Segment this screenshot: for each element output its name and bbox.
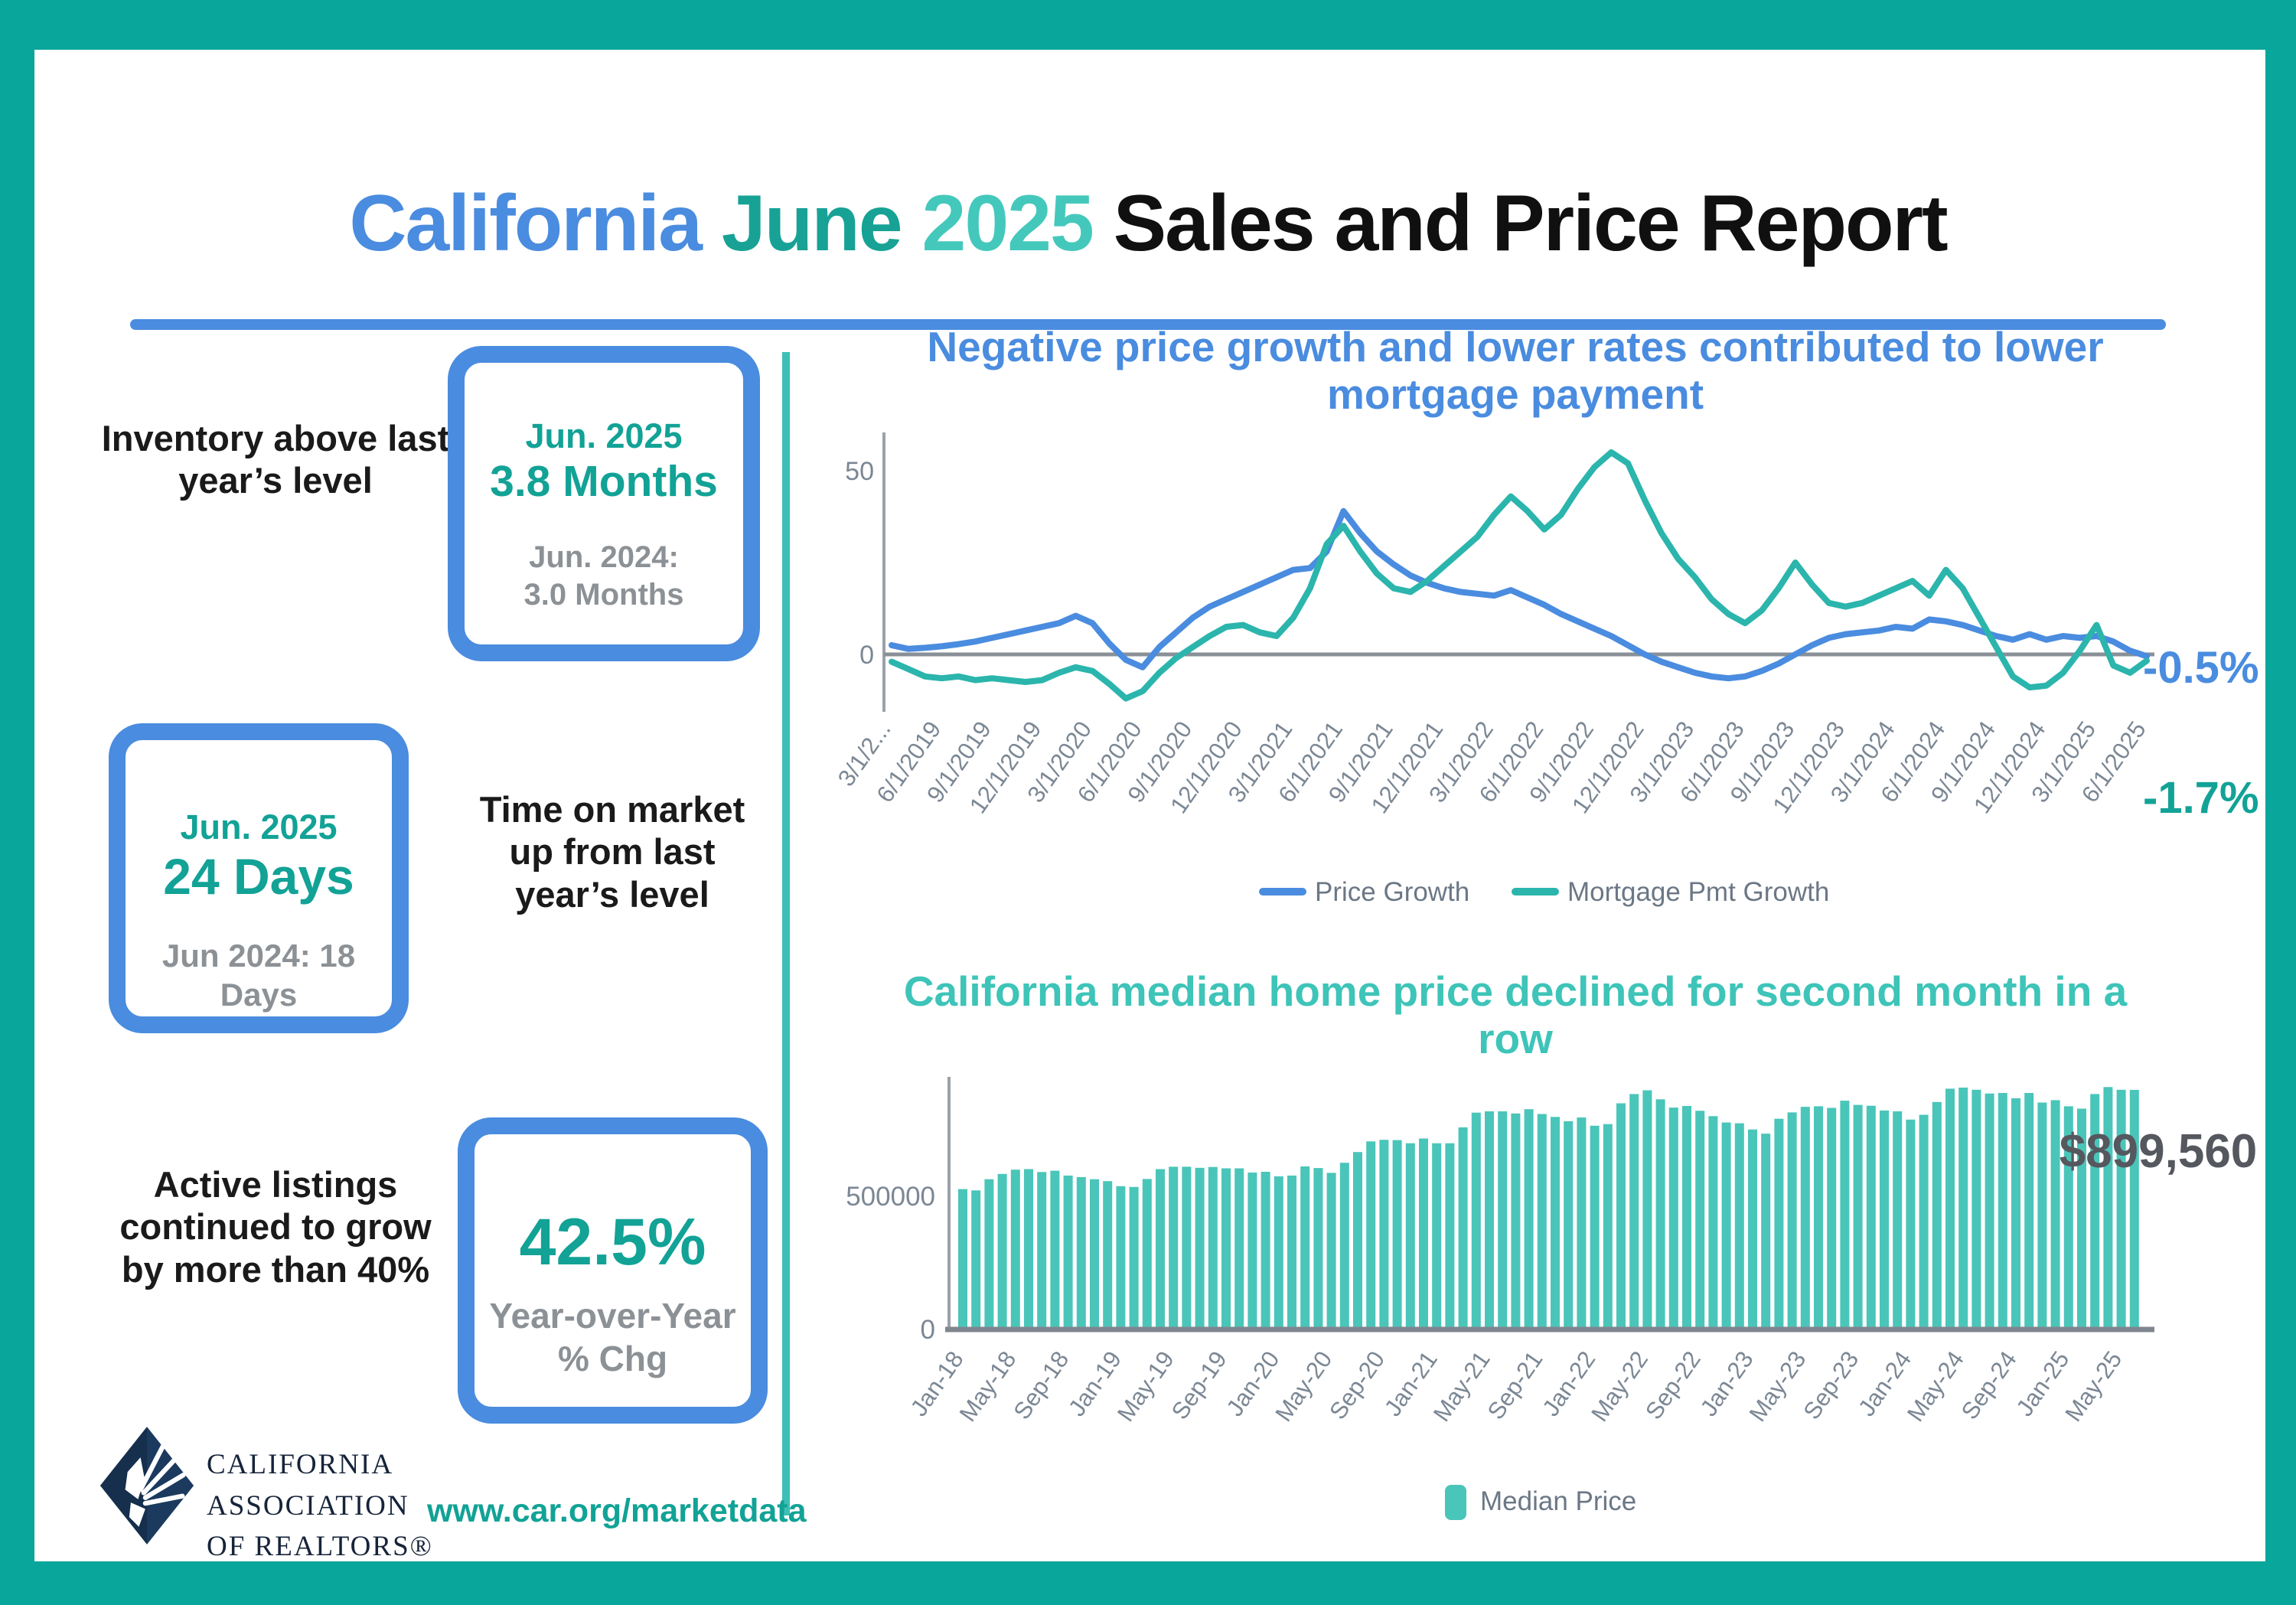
stat-period: Jun. 2025 [525,416,683,455]
svg-text:-0.5%: -0.5% [2143,643,2259,693]
svg-text:0: 0 [859,641,874,670]
svg-text:May-20: May-20 [1270,1346,1337,1427]
svg-text:Median Price: Median Price [1480,1486,1636,1516]
title-part: California [349,179,722,268]
stat-compare: Year-over-Year % Chg [489,1294,735,1380]
stat-box-yoy-change: 42.5% Year-over-Year % Chg [458,1117,768,1424]
svg-text:Sep-21: Sep-21 [1482,1346,1548,1424]
svg-text:Sep-20: Sep-20 [1324,1346,1390,1424]
svg-text:May-21: May-21 [1428,1346,1495,1427]
svg-text:Sep-24: Sep-24 [1956,1346,2022,1424]
stat-value: 42.5% [519,1205,706,1279]
logo-line-2: ASSOCIATION [207,1489,409,1522]
title-part: 2025 [921,179,1114,268]
stat-compare-line2: Days [220,977,298,1013]
svg-text:Sep-19: Sep-19 [1166,1346,1232,1424]
stat-compare: Jun 2024: 18 Days [162,936,355,1014]
median-price-bar-chart: 0500000Jan-18May-18Sep-18Jan-19May-19Sep… [846,1077,2258,1520]
logo-line-3: OF REALTORS® [207,1531,433,1563]
svg-text:May-24: May-24 [1902,1346,1969,1427]
stat-label-inventory: Inventory above last year’s level [101,418,450,501]
content-area: California June 2025 Sales and Price Rep… [34,50,2265,1562]
stat-label-active-listings: Active listings continued to grow by mor… [119,1164,432,1290]
car-logo-text: CALIFORNIA ASSOCIATION OF REALTORS® [207,1444,433,1567]
stat-box-inventory: Jun. 2025 3.8 Months Jun. 2024: 3.0 Mont… [448,346,760,661]
svg-text:Mortgage Pmt Growth: Mortgage Pmt Growth [1567,877,1829,907]
stat-value: 24 Days [163,848,354,905]
bar-chart-title: California median home price declined fo… [903,967,2128,1062]
stat-compare-line2: 3.0 Months [523,577,684,612]
marketdata-link[interactable]: www.car.org/marketdata [427,1492,807,1529]
car-logo-icon [99,1427,194,1545]
stat-compare-line1: Jun. 2024: [529,540,679,574]
svg-text:Price Growth: Price Growth [1315,877,1469,907]
stat-label-time-on-market: Time on market up from last year’s level [479,789,745,915]
svg-text:500000: 500000 [846,1182,935,1212]
logo-line-1: CALIFORNIA [207,1449,394,1480]
svg-text:Sep-22: Sep-22 [1640,1346,1706,1424]
svg-text:May-19: May-19 [1112,1346,1179,1427]
svg-text:$899,560: $899,560 [2060,1125,2258,1178]
svg-text:May-23: May-23 [1744,1346,1812,1427]
svg-text:May-18: May-18 [954,1346,1022,1427]
svg-text:May-22: May-22 [1586,1346,1653,1427]
stat-compare-line2: % Chg [557,1339,668,1379]
svg-text:50: 50 [845,457,874,486]
stat-compare-line1: Jun 2024: 18 [161,938,356,974]
stat-compare-line1: Year-over-Year [489,1296,736,1336]
stat-box-days-on-market: Jun. 2025 24 Days Jun 2024: 18 Days [109,723,409,1033]
price-growth-line-chart: 0503/1/2...6/1/20199/1/201912/1/20193/1/… [833,432,2259,907]
section-divider [782,352,790,1515]
stat-compare: Jun. 2024: 3.0 Months [524,539,684,614]
line-chart-title: Negative price growth and lower rates co… [927,323,2104,418]
title-part: Sales and Price Report [1113,179,1949,268]
stat-value: 3.8 Months [490,457,718,506]
title-underline [130,319,2166,330]
stat-period: Jun. 2025 [180,807,338,847]
svg-text:-1.7%: -1.7% [2143,773,2259,823]
svg-text:May-25: May-25 [2060,1346,2127,1427]
svg-text:Sep-23: Sep-23 [1798,1346,1864,1424]
svg-text:0: 0 [921,1315,935,1345]
title-part: June [721,179,922,268]
svg-text:Sep-18: Sep-18 [1008,1346,1074,1424]
page-title: California June 2025 Sales and Price Rep… [34,178,2262,269]
